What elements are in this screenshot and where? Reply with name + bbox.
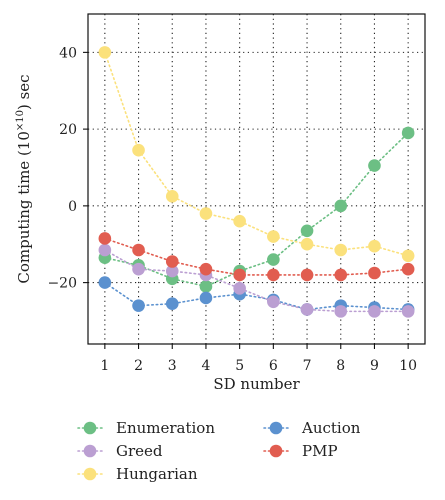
x-tick-label: 5 [235,358,244,374]
pmp-point [401,262,415,276]
hungarian-point [267,230,280,243]
x-tick-label: 8 [336,358,345,374]
greed-point [165,264,179,278]
greed-point [233,282,246,295]
auction-point [98,276,112,289]
pmp-point [98,232,112,245]
x-tick-label: 2 [134,358,143,374]
x-tick-label: 9 [370,358,379,374]
y-axis-title-main: Computing time (10 [15,131,33,283]
legend-item-hungarian: Hungarian [77,465,198,483]
legend-item-auction: Auction [263,419,361,437]
x-tick-label: 10 [399,358,417,374]
hungarian-point [233,214,246,228]
enumeration-line [104,132,409,288]
pmp-point [368,266,381,280]
hungarian-point [401,249,415,263]
greed-line [104,249,409,313]
plot-frame [87,13,426,345]
greed-point [368,305,381,318]
auction-point [165,297,179,311]
hungarian-point [334,243,348,257]
x-tick-label: 3 [168,358,177,374]
pmp-line [104,237,409,276]
legend-marker [83,421,97,435]
y-axis-title-sup: ×10 [15,110,26,131]
x-tick-label: 6 [269,358,278,374]
greed-point [132,262,145,276]
tick-layer: 1 2 3 4 5 6 7 8 9 10 40 20 0 −20 [47,45,417,374]
greed-point [267,295,280,309]
auction-point [132,299,145,312]
series-layer [98,46,415,318]
x-tick-label: 4 [201,358,210,374]
hungarian-line [104,51,409,257]
legend-marker [269,444,283,458]
pmp-point [199,262,213,276]
legend: Enumeration Auction Greed PMP Hungarian [77,419,361,483]
y-axis-title: Computing time (10×10) sec [15,74,33,283]
hungarian-point [132,143,145,157]
pmp-point [233,268,246,282]
series-enumeration [98,126,415,293]
hungarian-point [199,207,213,220]
greed-point [300,303,314,316]
legend-label: Auction [301,419,361,437]
legend-label: PMP [302,442,338,460]
y-tick-label: −20 [47,276,77,292]
pmp-point [300,268,314,282]
enumeration-point [334,199,348,213]
enumeration-point [401,126,415,140]
auction-point [199,291,213,305]
x-tick-label: 7 [303,358,312,374]
pmp-point [267,268,280,282]
series-auction [98,276,415,316]
legend-label: Enumeration [116,419,215,437]
legend-marker [83,444,97,458]
enumeration-point [300,224,314,238]
y-tick-label: 0 [68,199,77,215]
legend-marker [83,467,97,481]
enumeration-point [199,280,213,293]
series-pmp [98,232,415,282]
auction-line [104,281,409,311]
y-tick-label: 20 [59,122,77,138]
x-tick-label: 1 [100,358,109,374]
hungarian-point [165,189,179,203]
pmp-point [132,243,145,257]
legend-label: Greed [116,442,163,460]
x-axis-title: SD number [213,375,300,393]
legend-item-pmp: PMP [263,442,338,460]
greed-point [401,305,415,318]
series-greed [98,243,415,318]
hungarian-point [300,237,314,251]
greed-point [98,243,112,257]
legend-label: Hungarian [116,465,198,483]
hungarian-point [368,239,381,253]
series-hungarian [98,46,415,263]
enumeration-point [267,253,280,266]
pmp-point [165,255,179,268]
hungarian-point [98,46,112,59]
greed-point [334,305,348,318]
legend-marker [269,421,283,435]
y-axis-title-end: ) sec [15,74,33,110]
legend-item-enumeration: Enumeration [77,419,215,437]
legend-item-greed: Greed [77,442,163,460]
grid-layer [88,14,425,344]
pmp-point [334,268,348,282]
enumeration-point [368,159,381,172]
y-tick-label: 40 [59,45,77,61]
